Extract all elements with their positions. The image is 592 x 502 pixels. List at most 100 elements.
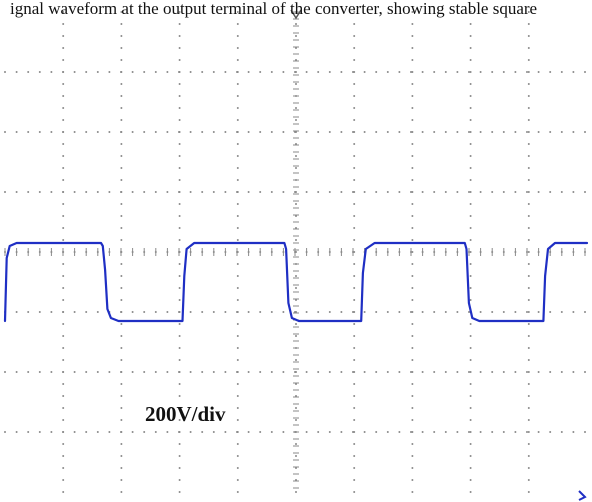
grid-dot xyxy=(224,71,227,73)
grid-dot xyxy=(584,371,586,373)
grid-dot xyxy=(469,191,472,193)
grid-dot xyxy=(411,143,414,145)
grid-dot xyxy=(15,371,18,373)
grid-dot xyxy=(131,191,134,193)
grid-dot xyxy=(527,407,530,409)
grid-dot xyxy=(491,431,494,433)
grid-dot xyxy=(178,467,181,469)
grid-dot xyxy=(526,371,528,373)
grid-dot xyxy=(189,431,192,433)
grid-dot xyxy=(469,215,472,217)
grid-dot xyxy=(411,239,414,241)
grid-dot xyxy=(62,443,65,445)
grid-dot xyxy=(236,227,239,229)
grid-dot xyxy=(411,131,414,133)
grid-dot xyxy=(154,131,157,133)
grid-dot xyxy=(526,431,528,433)
grid-dot xyxy=(468,71,470,73)
grid-dot xyxy=(224,191,227,193)
grid-dot xyxy=(479,191,482,193)
grid-dot xyxy=(38,71,41,73)
grid-dot xyxy=(469,479,472,481)
grid-dot xyxy=(62,407,65,409)
grid-dot xyxy=(584,71,586,73)
grid-dot xyxy=(560,191,563,193)
grid-dot xyxy=(549,431,552,433)
grid-dot xyxy=(178,359,181,361)
grid-dot xyxy=(201,191,204,193)
grid-dot xyxy=(411,227,414,229)
grid-dot xyxy=(433,431,436,433)
grid-dot xyxy=(537,371,540,373)
grid-dot xyxy=(73,371,76,373)
grid-dot xyxy=(410,311,412,313)
grid-dot xyxy=(305,311,308,313)
grid-dot xyxy=(469,347,472,349)
grid-dot xyxy=(236,443,239,445)
grid-dot xyxy=(456,431,459,433)
waveform-trace xyxy=(3,241,589,323)
grid-dot xyxy=(96,131,99,133)
grid-dot xyxy=(62,215,65,217)
grid-dot xyxy=(62,131,64,133)
grid-dot xyxy=(353,119,356,121)
grid-dot xyxy=(62,467,65,469)
grid-dot xyxy=(15,431,18,433)
grid-dot xyxy=(295,419,297,421)
grid-dot xyxy=(236,11,239,13)
grid-dot xyxy=(282,131,285,133)
grid-dot xyxy=(572,311,575,313)
grid-dot xyxy=(353,11,356,13)
grid-dot xyxy=(270,131,273,133)
grid-dot xyxy=(178,479,181,481)
grid-dot xyxy=(236,491,239,493)
grid-dot xyxy=(353,479,356,481)
grid-dot xyxy=(572,371,575,373)
grid-dot xyxy=(514,71,517,73)
grid-dot xyxy=(108,431,111,433)
grid-dot xyxy=(469,299,472,301)
grid-dot xyxy=(120,83,123,85)
grid-dot xyxy=(62,155,65,157)
grid-dot xyxy=(4,371,6,373)
grid-dot xyxy=(62,83,65,85)
grid-dot xyxy=(236,95,239,97)
grid-dot xyxy=(363,371,366,373)
grid-dot xyxy=(353,47,356,49)
grid-dot xyxy=(340,71,343,73)
grid-dot xyxy=(584,191,586,193)
grid-dot xyxy=(363,431,366,433)
grid-dot xyxy=(433,311,436,313)
grid-dot xyxy=(4,131,6,133)
grid-dot xyxy=(527,131,530,133)
grid-dot xyxy=(411,263,414,265)
grid-dot xyxy=(62,167,65,169)
grid-dot xyxy=(178,227,181,229)
grid-dot xyxy=(178,83,181,85)
grid-dot xyxy=(410,131,412,133)
grid-dot xyxy=(62,203,65,205)
grid-dot xyxy=(469,35,472,37)
grid-dot xyxy=(120,59,123,61)
grid-dot xyxy=(247,191,250,193)
grid-dot xyxy=(353,155,356,157)
grid-dot xyxy=(375,371,378,373)
grid-dot xyxy=(189,71,192,73)
grid-dot xyxy=(527,431,530,433)
grid-dot xyxy=(537,191,540,193)
grid-dot xyxy=(469,59,472,61)
grid-dot xyxy=(421,371,424,373)
grid-dot xyxy=(4,191,6,193)
chart-grid xyxy=(4,11,586,493)
grid-dot xyxy=(73,431,76,433)
grid-dot xyxy=(502,131,505,133)
grid-dot xyxy=(236,47,239,49)
grid-dot xyxy=(317,131,320,133)
grid-dot xyxy=(295,287,297,289)
grid-dot xyxy=(411,371,414,373)
grid-dot xyxy=(120,107,123,109)
grid-dot xyxy=(527,47,530,49)
grid-dot xyxy=(411,47,414,49)
grid-dot xyxy=(120,383,123,385)
grid-dot xyxy=(305,131,308,133)
